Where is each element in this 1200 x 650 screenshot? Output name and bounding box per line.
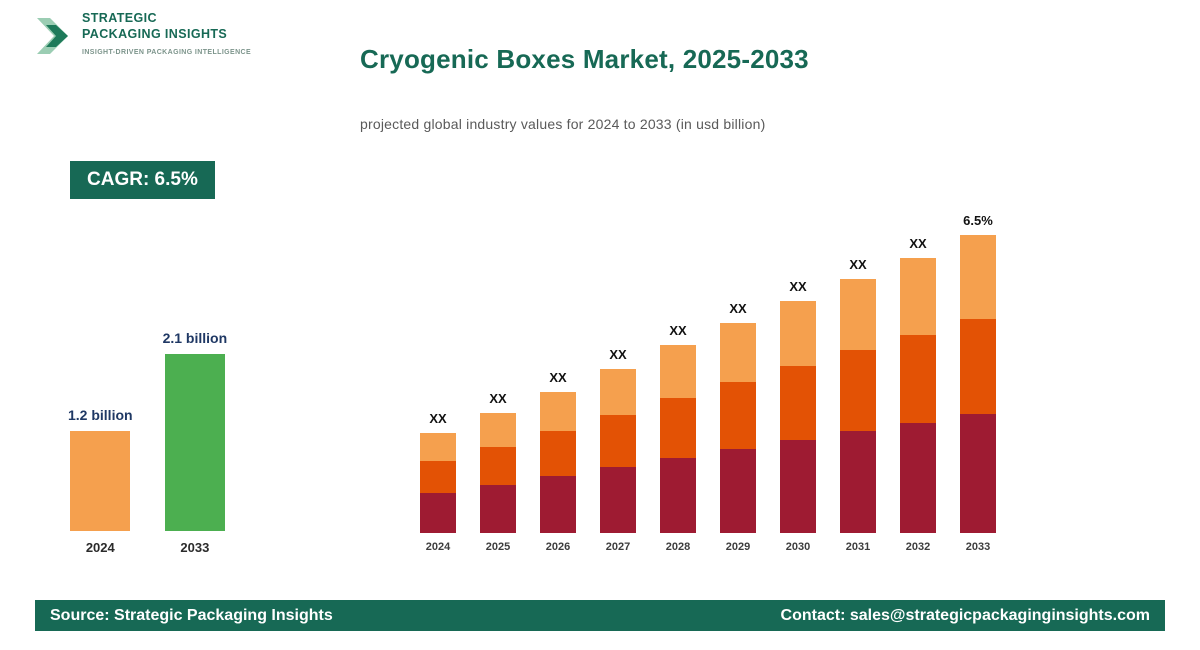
axis-year-label: 2033 xyxy=(965,541,991,553)
cagr-badge: CAGR: 6.5% xyxy=(70,161,215,199)
stacked-bar-2028 xyxy=(660,345,696,533)
mini-bar-column-2033: 2.1 billion 2033 xyxy=(163,330,228,555)
mini-bar-2033 xyxy=(164,354,225,531)
axis-year-label: 2028 xyxy=(665,541,691,553)
footer-contact: Contact: sales@strategicpackaginginsight… xyxy=(780,606,1150,624)
stacked-bar-2024 xyxy=(420,433,456,533)
bar-segment-middle xyxy=(960,319,996,414)
bar-column-2033: 6.5% 2033 xyxy=(948,213,1008,553)
bar-segment-bottom xyxy=(420,493,456,533)
mini-bar-year-label: 2033 xyxy=(180,540,210,555)
bar-segment-top xyxy=(900,258,936,335)
bar-segment-top xyxy=(960,235,996,319)
bar-column-2029: XX 2029 xyxy=(708,301,768,553)
brand-name-line1: STRATEGIC xyxy=(82,11,157,25)
bar-value-label: XX xyxy=(909,236,927,251)
axis-year-label: 2025 xyxy=(485,541,511,553)
bar-segment-bottom xyxy=(720,449,756,533)
stacked-bar-2027 xyxy=(600,369,636,533)
bar-segment-bottom xyxy=(600,467,636,533)
bar-value-label: XX xyxy=(729,301,747,316)
stacked-bar-2029 xyxy=(720,323,756,533)
mini-bar-2024 xyxy=(70,431,131,531)
mini-bar-year-label: 2024 xyxy=(85,540,115,555)
bar-segment-middle xyxy=(540,431,576,476)
bar-value-label: XX xyxy=(489,391,507,406)
bar-column-2024: XX 2024 xyxy=(408,411,468,553)
bar-segment-middle xyxy=(780,366,816,440)
bar-segment-top xyxy=(540,392,576,431)
bar-segment-top xyxy=(420,433,456,461)
bar-segment-bottom xyxy=(840,431,876,533)
stacked-bar-2026 xyxy=(540,392,576,533)
bar-segment-top xyxy=(600,369,636,415)
page-subtitle: projected global industry values for 202… xyxy=(360,116,766,132)
bar-column-2032: XX 2032 xyxy=(888,236,948,553)
bar-value-label: XX xyxy=(669,323,687,338)
bar-column-2030: XX 2030 xyxy=(768,279,828,553)
bar-segment-middle xyxy=(480,447,516,485)
bar-segment-middle xyxy=(840,350,876,431)
bar-value-label: XX xyxy=(609,347,627,362)
axis-year-label: 2027 xyxy=(605,541,631,553)
bar-segment-middle xyxy=(600,415,636,467)
bar-column-2026: XX 2026 xyxy=(528,370,588,553)
brand-name-line2: PACKAGING INSIGHTS xyxy=(82,27,228,42)
axis-year-label: 2031 xyxy=(845,541,871,553)
bar-column-2025: XX 2025 xyxy=(468,391,528,553)
bar-segment-bottom xyxy=(660,458,696,533)
bar-value-label: XX xyxy=(789,279,807,294)
bar-segment-top xyxy=(660,345,696,398)
stacked-bar-2030 xyxy=(780,301,816,533)
bar-column-2031: XX 2031 xyxy=(828,257,888,553)
stacked-bar-2025 xyxy=(480,413,516,533)
stacked-bar-2033 xyxy=(960,235,996,533)
footer-source: Source: Strategic Packaging Insights xyxy=(50,606,333,624)
bar-value-label: XX xyxy=(849,257,867,272)
bar-segment-bottom xyxy=(540,476,576,533)
bar-segment-top xyxy=(720,323,756,382)
bar-segment-top xyxy=(840,279,876,350)
bar-value-label: XX xyxy=(549,370,567,385)
mini-bar-column-2024: 1.2 billion 2024 xyxy=(68,407,133,555)
bar-segment-top xyxy=(480,413,516,447)
bar-segment-bottom xyxy=(960,414,996,533)
axis-year-label: 2026 xyxy=(545,541,571,553)
bar-segment-bottom xyxy=(900,423,936,533)
bar-segment-middle xyxy=(420,461,456,493)
footer-bar: Source: Strategic Packaging Insights Con… xyxy=(35,600,1165,631)
brand-tagline: INSIGHT-DRIVEN PACKAGING INTELLIGENCE xyxy=(82,48,252,56)
bar-segment-middle xyxy=(900,335,936,423)
bar-value-label: XX xyxy=(429,411,447,426)
mini-bar-value-label: 1.2 billion xyxy=(68,407,133,423)
page-title: Cryogenic Boxes Market, 2025-2033 xyxy=(360,44,809,74)
axis-year-label: 2029 xyxy=(725,541,751,553)
bar-segment-bottom xyxy=(780,440,816,533)
axis-year-label: 2032 xyxy=(905,541,931,553)
bar-segment-bottom xyxy=(480,485,516,533)
axis-year-label: 2024 xyxy=(425,541,451,553)
mini-bar-value-label: 2.1 billion xyxy=(162,330,228,346)
bar-segment-middle xyxy=(660,398,696,458)
stacked-bar-chart: XX 2024 XX 2025 XX 2026 XX 2027 XX 2028 XX 2029 XX 20… xyxy=(408,213,1008,553)
axis-year-label: 2030 xyxy=(785,541,811,553)
bar-segment-top xyxy=(780,301,816,366)
mini-comparison-chart: 1.2 billion 2024 2.1 billion 2033 xyxy=(68,330,227,555)
chevron-logo-icon xyxy=(35,10,73,67)
brand-name: STRATEGIC PACKAGING INSIGHTS INSIGHT-DRI… xyxy=(82,10,251,56)
bar-column-2028: XX 2028 xyxy=(648,323,708,553)
stacked-bar-2031 xyxy=(840,279,876,533)
bar-value-label: 6.5% xyxy=(963,213,993,228)
bar-segment-middle xyxy=(720,382,756,449)
stacked-bar-2032 xyxy=(900,258,936,533)
bar-column-2027: XX 2027 xyxy=(588,347,648,553)
brand-logo: STRATEGIC PACKAGING INSIGHTS INSIGHT-DRI… xyxy=(35,10,251,67)
